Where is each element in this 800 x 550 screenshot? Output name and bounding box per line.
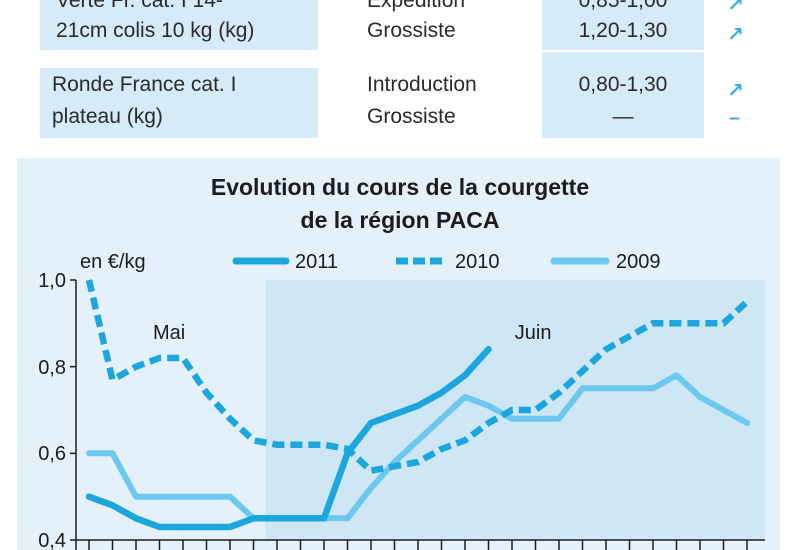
y-axis-unit-label: en €/kg [80, 251, 146, 273]
product-column-shade [40, 68, 318, 138]
chart-title-line-2: de la région PACA [300, 207, 500, 233]
price-range: 0,85-1,00 [578, 0, 668, 12]
legend-label-2010: 2010 [455, 251, 500, 273]
period-label-juin: Juin [515, 322, 552, 344]
price-column-shade [542, 0, 704, 138]
chart-title-line-1: Evolution du cours de la courgette [210, 174, 590, 200]
y-tick-label-0-8: 0,8 [38, 357, 66, 379]
price-table: Verte Fr. cat. I 14- 21cm colis 10 kg (k… [20, 0, 780, 140]
product-name: Ronde France cat. I [52, 73, 237, 96]
price-range: 1,20-1,30 [578, 19, 668, 42]
market-stage: Grossiste [367, 19, 456, 42]
up-arrow-icon: ↗ [727, 80, 744, 102]
series-line-2009 [86, 372, 750, 522]
price-range: — [612, 105, 634, 128]
period-label-mai: Mai [153, 322, 185, 344]
price-range: 0,80-1,30 [578, 73, 668, 96]
product-column-shade [40, 0, 318, 50]
up-arrow-icon: ↗ [727, 24, 744, 46]
market-stage: Expédition [367, 0, 466, 12]
product-name: Verte Fr. cat. I 14- [56, 0, 223, 12]
y-tick-label-0-6: 0,6 [38, 443, 66, 465]
up-arrow-icon: ↗ [727, 0, 744, 16]
series-line-2010 [85, 279, 750, 474]
market-stage: Introduction [367, 73, 477, 96]
juin-period-band [265, 280, 765, 540]
y-tick-label-1-0: 1,0 [38, 270, 66, 292]
product-name: plateau (kg) [52, 105, 163, 128]
y-tick-label-0-4: 0,4 [38, 530, 66, 550]
legend-label-2011: 2011 [295, 251, 339, 273]
legend-label-2009: 2009 [616, 251, 661, 273]
stable-icon: – [729, 107, 741, 129]
market-stage: Grossiste [367, 105, 456, 128]
product-name: 21cm colis 10 kg (kg) [56, 19, 255, 42]
series-line-2011 [85, 346, 492, 531]
